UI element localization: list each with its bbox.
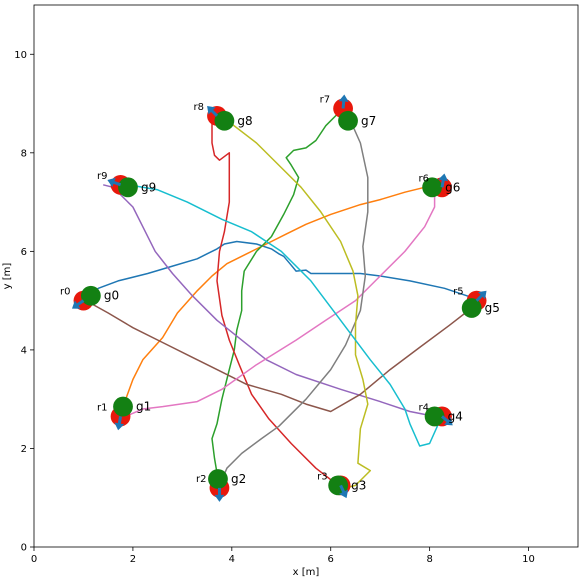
goal-marker-5	[461, 298, 482, 318]
x-tick-label: 6	[328, 554, 334, 565]
goal-marker-6	[422, 177, 443, 198]
robot-label-6: r6	[419, 173, 429, 184]
goal-label-5: g5	[485, 301, 500, 315]
goal-marker-1	[113, 396, 133, 417]
robot-label-0: r0	[60, 287, 70, 298]
heading-arrow-head-3	[339, 489, 349, 499]
x-tick-label: 8	[426, 554, 432, 565]
goal-marker-4	[424, 406, 445, 427]
trajectory-paths	[83, 105, 475, 489]
robot-label-7: r7	[320, 94, 330, 105]
goal-label-4: g4	[448, 409, 463, 423]
x-tick-label: 10	[522, 554, 535, 565]
x-tick-label: 0	[31, 554, 37, 565]
heading-arrow-head-5	[478, 290, 487, 300]
x-axis-ticks: 0 2 4 6 8 10	[31, 547, 535, 565]
y-tick-label: 4	[21, 345, 27, 356]
heading-arrow-head-1	[114, 422, 125, 431]
agent-labels: r0 g0 r1 g1 r2 g2 r3 g3 r4 g4 r5 g5 r6 g6 r7 g7 r8 g8 r9 g9	[60, 94, 500, 492]
trajectory-6	[125, 192, 436, 418]
goal-marker-0	[80, 285, 101, 306]
robot-label-2: r2	[196, 474, 206, 485]
y-axis-label: y [m]	[2, 263, 13, 290]
y-tick-label: 6	[21, 247, 27, 258]
trajectory-8	[223, 117, 372, 489]
y-axis-ticks: 0 2 4 6 8 10	[14, 50, 34, 554]
trajectory-1	[122, 186, 435, 407]
x-tick-label: 2	[130, 554, 136, 565]
y-tick-label: 2	[21, 444, 27, 455]
robot-label-5: r5	[453, 287, 463, 298]
goal-marker-7	[338, 110, 358, 131]
y-tick-label: 0	[21, 543, 27, 554]
trajectory-3	[211, 118, 339, 486]
trajectory-7	[218, 120, 369, 486]
heading-arrow-head-9	[107, 177, 116, 188]
x-tick-label: 4	[229, 554, 235, 565]
robot-label-8: r8	[193, 102, 203, 113]
goal-label-8: g8	[237, 114, 252, 128]
robot-label-3: r3	[317, 471, 327, 482]
goal-marker-9	[118, 177, 138, 198]
trajectory-5	[85, 299, 473, 413]
heading-arrow-head-0	[71, 300, 81, 309]
goal-label-6: g6	[445, 180, 460, 194]
plot-frame	[33, 4, 579, 548]
trajectory-2	[211, 105, 349, 480]
goal-label-3: g3	[351, 478, 366, 492]
heading-arrow-head-8	[207, 105, 216, 115]
robot-label-9: r9	[97, 171, 107, 182]
goal-label-0: g0	[104, 289, 119, 303]
goal-label-9: g9	[141, 180, 156, 194]
robot-label-4: r4	[419, 402, 429, 413]
heading-arrow-head-2	[214, 494, 225, 502]
trajectory-9	[127, 184, 448, 447]
x-axis-label: x [m]	[293, 567, 320, 577]
goal-label-2: g2	[231, 472, 246, 486]
robot-label-1: r1	[97, 402, 107, 413]
heading-arrow-head-6	[438, 173, 449, 182]
y-tick-label: 8	[21, 148, 27, 159]
goal-marker-2	[208, 469, 228, 489]
heading-arrow-head-4	[444, 417, 453, 426]
trajectory-4	[103, 184, 435, 418]
goal-label-7: g7	[361, 114, 376, 128]
y-tick-label: 10	[14, 50, 27, 61]
agent-markers	[71, 94, 487, 502]
goal-marker-8	[214, 110, 235, 131]
goal-label-1: g1	[136, 400, 151, 414]
heading-arrow-head-7	[338, 94, 349, 102]
